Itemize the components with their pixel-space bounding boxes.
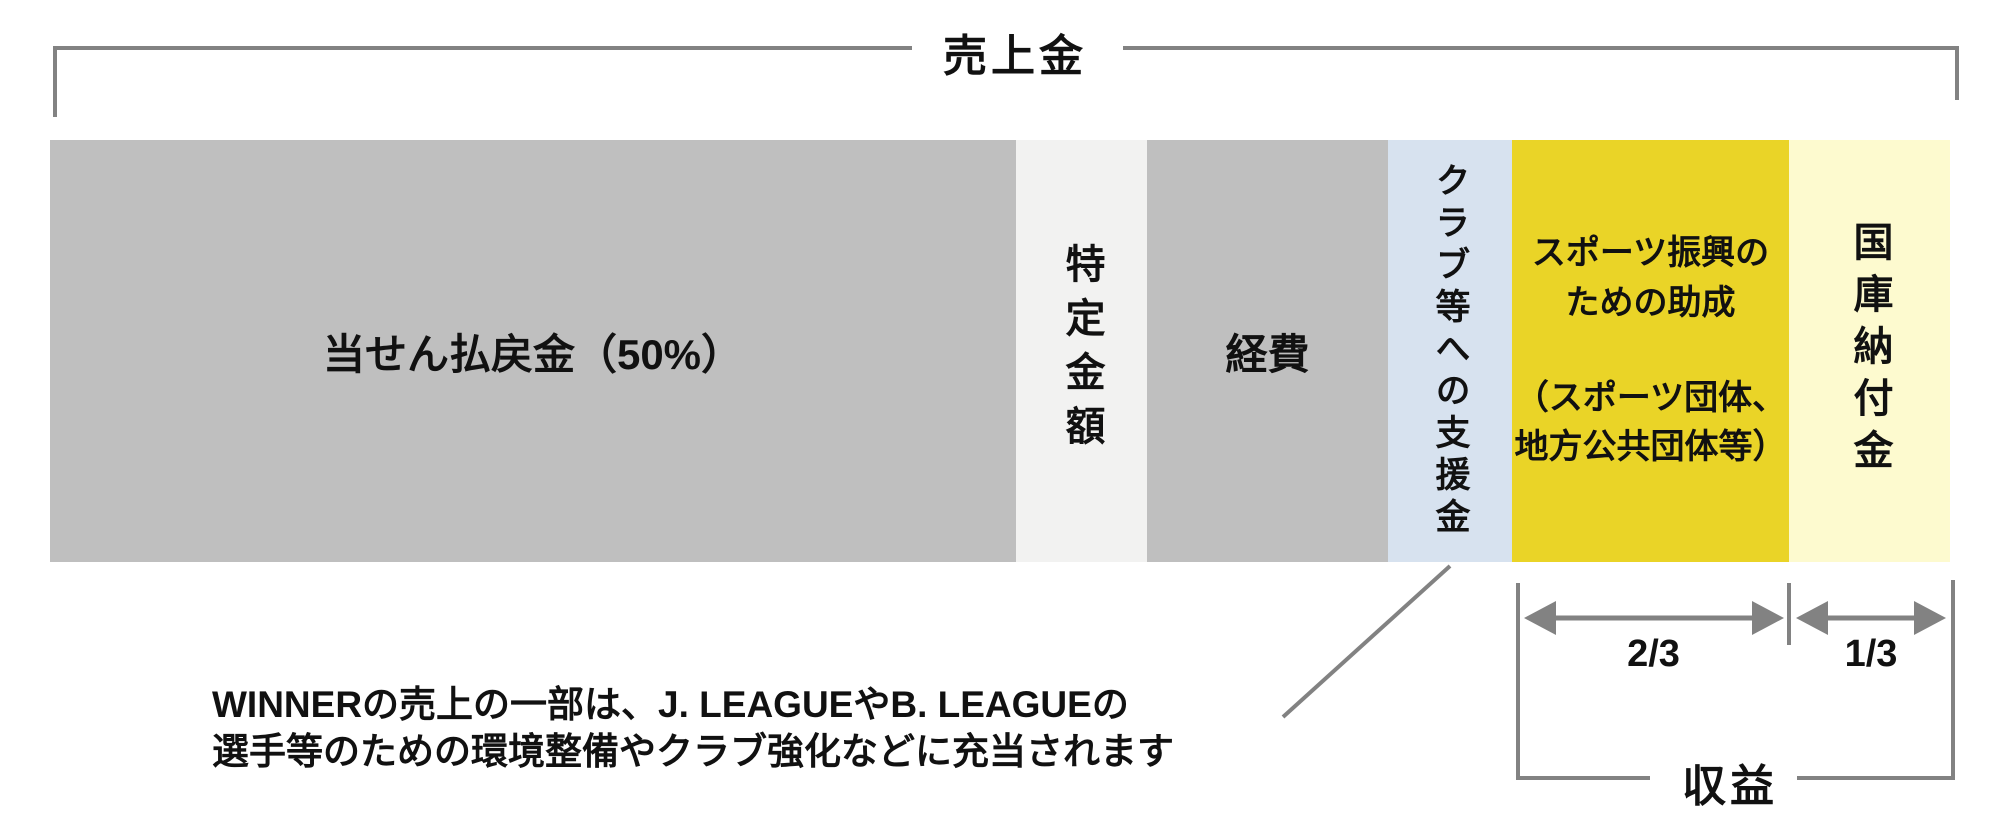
winner-note-line2: 選手等のための環境整備やクラブ強化などに充当されます: [212, 731, 1174, 772]
winner-note-line1: WINNERの売上の一部は、J. LEAGUEやB. LEAGUEの: [212, 684, 1129, 725]
segment-winning-payout: 当せん払戻金（50%）: [50, 140, 1016, 562]
segment-specified-amount-label: 特定金額: [1059, 243, 1104, 459]
revenue-bar: 当せん払戻金（50%） 特定金額 経費 クラブ等への支援金 スポーツ振興の ため…: [50, 140, 1950, 562]
segment-sports-promotion: スポーツ振興の ための助成 （スポーツ団体、 地方公共団体等）: [1512, 140, 1789, 562]
one-third-label: 1/3: [1844, 633, 1898, 675]
winner-note: WINNERの売上の一部は、J. LEAGUEやB. LEAGUEの 選手等のた…: [212, 681, 1174, 775]
segment-expenses: 経費: [1147, 140, 1388, 562]
segment-sports-promotion-sublabel: （スポーツ団体、 地方公共団体等）: [1514, 379, 1787, 467]
segment-club-support: クラブ等への支援金: [1388, 140, 1512, 562]
two-thirds-label: 2/3: [1627, 633, 1680, 675]
sales-total-label: 売上金: [943, 32, 1087, 81]
segment-sports-promotion-label: スポーツ振興の ための助成: [1531, 234, 1770, 322]
sales-bracket-right-line: [1123, 46, 1959, 100]
two-thirds-arrow: [1524, 601, 1784, 635]
profit-bracket-right-line: [1797, 580, 1955, 780]
profit-label: 収益: [1682, 762, 1778, 811]
segment-club-support-label: クラブ等への支援金: [1430, 162, 1470, 540]
one-third-arrow: [1796, 601, 1946, 635]
segment-national-treasury: 国庫納付金: [1789, 140, 1950, 562]
segment-expenses-label: 経費: [1225, 330, 1310, 378]
segment-national-treasury-label: 国庫納付金: [1847, 221, 1892, 481]
sales-bracket-left-line: [53, 46, 912, 117]
note-callout-line: [1281, 564, 1452, 719]
segment-winning-payout-label: 当せん払戻金（50%）: [322, 330, 744, 378]
segment-specified-amount: 特定金額: [1016, 140, 1147, 562]
profit-bracket-left-line: [1516, 583, 1650, 780]
